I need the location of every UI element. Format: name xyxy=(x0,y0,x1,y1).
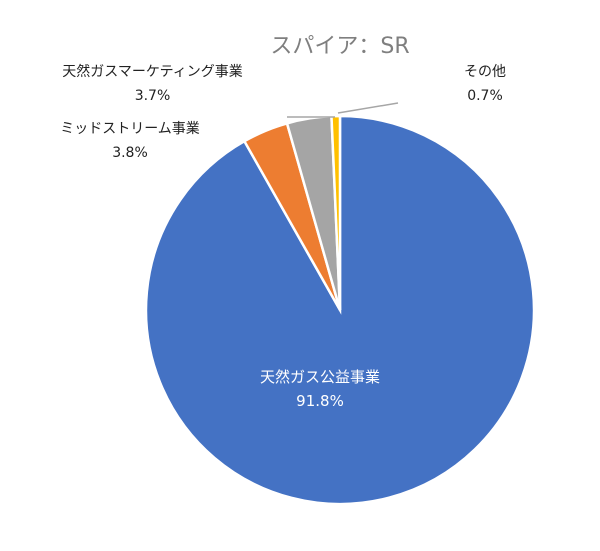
label-midstream-value: 3.8% xyxy=(112,145,148,161)
chart-title: スパイア：SR xyxy=(270,34,410,59)
label-midstream-name: ミッドストリーム事業 xyxy=(60,121,200,137)
label-marketing: 天然ガスマーケティング事業 3.7% xyxy=(20,60,285,108)
label-other-value: 0.7% xyxy=(467,88,503,104)
label-utility-name: 天然ガス公益事業 xyxy=(259,368,380,386)
leader-line xyxy=(337,102,399,114)
label-marketing-name: 天然ガスマーケティング事業 xyxy=(62,64,243,80)
label-other: その他 0.7% xyxy=(440,60,530,108)
label-midstream: ミッドストリーム事業 3.8% xyxy=(40,117,220,165)
label-utility-value: 91.8% xyxy=(296,392,344,410)
label-other-name: その他 xyxy=(464,64,506,80)
pie-slice xyxy=(330,114,342,311)
label-utility: 天然ガス公益事業 91.8% xyxy=(220,365,420,413)
label-marketing-value: 3.7% xyxy=(134,88,171,104)
